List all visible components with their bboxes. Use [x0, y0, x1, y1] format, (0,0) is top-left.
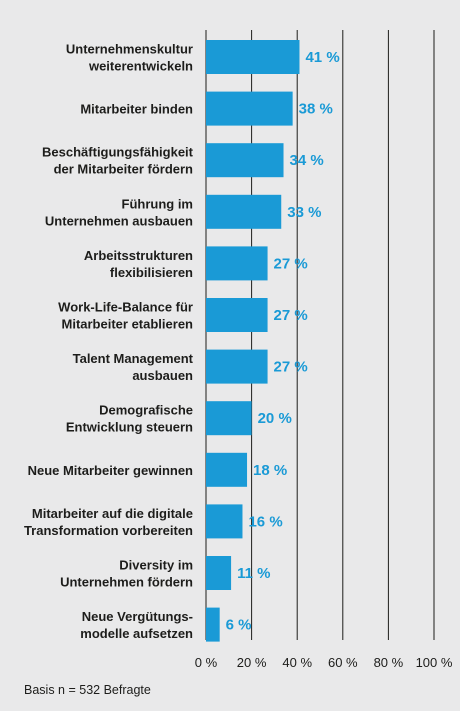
- bar-11: [206, 607, 220, 642]
- category-label-9: Mitarbeiter auf die digitale Transformati…: [24, 506, 193, 538]
- value-labels: 41 % 38 % 34 % 33 % 27 % 27 % 27 % 20 % 18 % 16 %…: [226, 49, 340, 634]
- category-label-10: Diversity im Unternehmen fördern: [60, 558, 193, 590]
- x-tick-label-0: 0 %: [195, 655, 218, 670]
- x-tick-label-40: 40 %: [282, 655, 312, 670]
- value-label-2: 34 %: [290, 152, 324, 169]
- value-label-0: 41 %: [305, 49, 339, 66]
- value-label-4: 27 %: [274, 255, 308, 272]
- value-label-10: 11 %: [237, 565, 270, 582]
- category-label-0: Unternehmenskultur weiterentwickeln: [66, 42, 193, 74]
- category-label-11: Neue Vergütungs-modelle aufsetzen: [80, 609, 193, 641]
- value-label-11: 6 %: [226, 617, 252, 634]
- category-label-2: Beschäftigungsfähigkeit der Mitarbeiter f…: [42, 145, 194, 177]
- bar-4: [206, 246, 268, 281]
- x-tick-label-100: 100 %: [416, 655, 453, 670]
- category-label-6: Talent Management ausbauen: [73, 351, 194, 383]
- category-label-4: Arbeitsstrukturen flexibilisieren: [84, 248, 193, 280]
- bar-1: [206, 91, 293, 126]
- bar-2: [206, 143, 284, 178]
- value-label-3: 33 %: [287, 204, 321, 221]
- bar-5: [206, 298, 268, 332]
- value-label-6: 27 %: [274, 359, 308, 376]
- bar-9: [206, 504, 243, 539]
- bar-0: [206, 40, 300, 74]
- footnote: Basis n = 532 Befragte: [24, 683, 151, 697]
- x-tick-label-20: 20 %: [237, 655, 267, 670]
- category-label-3: Führung im Unternehmen ausbauen: [45, 196, 193, 228]
- x-tick-label-80: 80 %: [374, 655, 404, 670]
- bar-6: [206, 349, 268, 384]
- category-label-1: Mitarbeiter binden: [80, 102, 193, 117]
- category-label-8: Neue Mitarbeiter gewinnen: [28, 463, 193, 478]
- category-labels: Unternehmenskultur weiterentwickeln Mitarb…: [24, 42, 194, 642]
- bar-8: [206, 452, 248, 487]
- bar-3: [206, 194, 282, 229]
- value-label-1: 38 %: [299, 101, 333, 118]
- bar-10: [206, 556, 232, 590]
- value-label-8: 18 %: [253, 462, 287, 479]
- value-label-9: 16 %: [248, 513, 282, 530]
- value-label-7: 20 %: [258, 410, 292, 427]
- category-label-5: Work-Life-Balance für Mitarbeiter etablie…: [58, 300, 193, 332]
- value-label-5: 27 %: [274, 307, 308, 324]
- bar-7: [206, 401, 252, 436]
- x-tick-label-60: 60 %: [328, 655, 358, 670]
- category-label-7: Demografische Entwicklung steuern: [66, 403, 193, 435]
- bars: [206, 40, 300, 642]
- x-axis-ticks: 0 % 20 % 40 % 60 % 80 % 100 %: [195, 655, 453, 670]
